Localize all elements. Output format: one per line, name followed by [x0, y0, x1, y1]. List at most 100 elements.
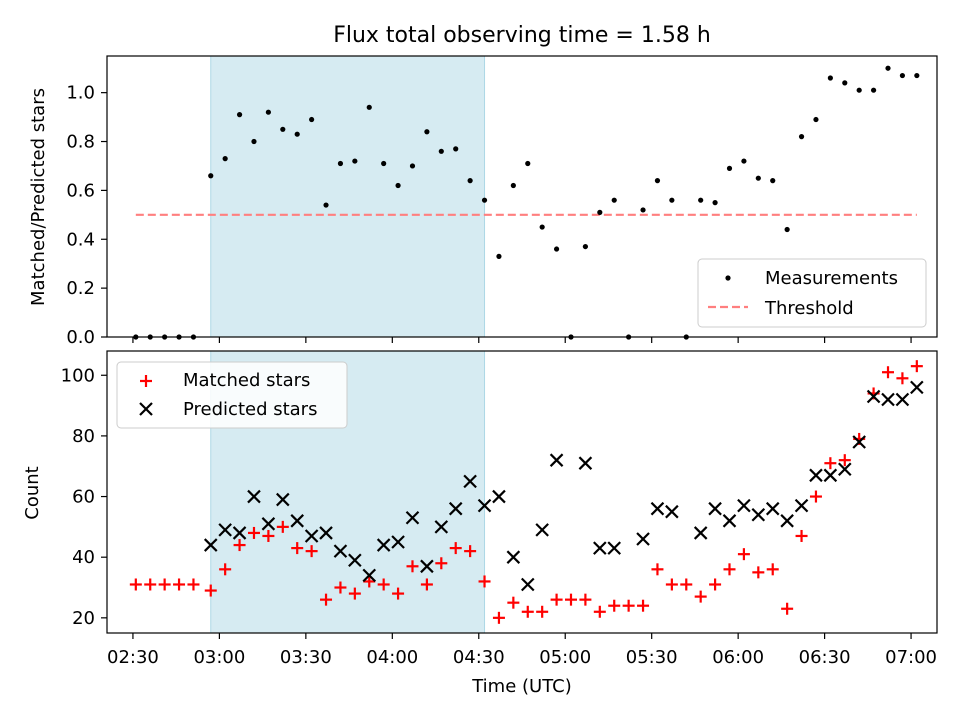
- predicted-star-point: [247, 489, 261, 504]
- measurement-point: [741, 158, 747, 164]
- bottom-x-axis-label: Time (UTC): [471, 676, 572, 697]
- measurement-point: [409, 163, 416, 169]
- bottom-y-tick-label: 40: [72, 547, 95, 568]
- matched-star-point: [723, 563, 736, 576]
- measurement-point: [870, 87, 877, 93]
- matched-star-point: [158, 578, 171, 591]
- predicted-star-point: [780, 514, 794, 528]
- matched-star-point: [795, 529, 808, 542]
- matched-star-point: [838, 454, 851, 467]
- measurement-point: [899, 72, 906, 79]
- matched-star-point: [435, 557, 448, 570]
- measurement-point: [914, 72, 920, 79]
- bottom-legend-box: [116, 361, 348, 429]
- predicted-star-point: [319, 526, 333, 540]
- matched-star-point: [694, 590, 707, 603]
- matched-star-point: [219, 563, 232, 576]
- matched-star-point: [550, 593, 563, 606]
- measurement-point: [395, 182, 401, 189]
- measurement-point: [698, 197, 704, 203]
- predicted-star-point: [448, 501, 463, 516]
- matched-star-point: [622, 599, 635, 612]
- predicted-star-point: [794, 498, 809, 513]
- matched-star-point: [536, 605, 549, 618]
- measurement-point: [755, 175, 761, 181]
- top-y-tick-label: 0.8: [66, 132, 95, 153]
- bottom-x-ticks-layer: 02:30 03:00 03:30 04:00 04:30 05:00 05:30 06:00…: [107, 633, 937, 668]
- predicted-star-point: [809, 468, 823, 483]
- predicted-star-point: [737, 498, 751, 513]
- measurement-point: [798, 134, 805, 140]
- x-tick-label: 04:00: [366, 647, 418, 668]
- matched-star-point: [420, 578, 433, 591]
- measurement-point: [597, 209, 603, 215]
- matched-star-point: [882, 366, 895, 379]
- bottom-legend: Matched stars Predicted stars: [116, 361, 348, 429]
- matched-star-point: [334, 581, 347, 594]
- matched-star-point: [276, 520, 289, 533]
- predicted-star-point: [348, 553, 362, 568]
- predicted-star-point: [290, 514, 304, 528]
- predicted-star-point: [463, 474, 477, 489]
- predicted-star-point: [852, 435, 866, 449]
- measurement-point: [323, 202, 329, 208]
- bottom-y-tick-label: 20: [72, 608, 95, 629]
- matched-star-point: [204, 584, 217, 597]
- bottom-y-tick-label: 80: [72, 426, 95, 447]
- matched-star-point: [752, 566, 765, 579]
- matched-star-point: [377, 578, 390, 591]
- predicted-star-point: [751, 507, 766, 522]
- measurement-points-layer: [133, 65, 920, 340]
- matched-star-point: [247, 526, 260, 539]
- matched-star-point: [564, 593, 577, 606]
- top-y-ticks-layer: 0.0 0.2 0.4 0.6 0.8 1.0: [66, 83, 107, 348]
- matched-star-point: [521, 605, 534, 618]
- matched-star-point: [348, 587, 361, 600]
- matched-star-point: [507, 596, 520, 609]
- predicted-star-point: [881, 392, 895, 407]
- matched-star-point: [492, 611, 505, 624]
- measurement-point: [611, 197, 617, 203]
- legend-predicted-marker: [139, 402, 153, 416]
- bottom-plot-frame: [106, 350, 938, 634]
- matched-star-point: [824, 457, 837, 470]
- measurement-point: [208, 173, 214, 179]
- matched-star-point: [449, 542, 462, 555]
- top-y-axis-label: Matched/Predicted stars: [28, 88, 49, 306]
- measurement-point: [294, 131, 300, 137]
- predicted-star-point: [434, 520, 449, 534]
- legend-predicted-label: Predicted stars: [183, 399, 317, 420]
- legend-measurements-marker: [725, 275, 731, 281]
- top-panel: Flux total observing time = 1.58 h Match…: [28, 23, 938, 348]
- matched-star-point: [478, 575, 491, 588]
- legend-matched-label: Matched stars: [183, 370, 310, 391]
- matched-star-point: [187, 578, 200, 591]
- predicted-star-point: [261, 517, 276, 531]
- x-tick-label: 04:30: [453, 647, 505, 668]
- matched-star-point: [709, 578, 722, 591]
- measurement-point: [726, 165, 733, 171]
- measurement-point: [366, 104, 372, 110]
- top-chart-title: Flux total observing time = 1.58 h: [333, 23, 711, 48]
- measurement-point: [669, 197, 675, 203]
- top-legend-box: [697, 258, 927, 328]
- x-tick-label: 03:30: [280, 647, 332, 668]
- x-tick-label: 03:00: [193, 647, 245, 668]
- matched-star-point: [781, 602, 794, 615]
- top-y-tick-label: 0.2: [66, 278, 95, 299]
- measurement-point: [309, 116, 315, 123]
- matched-star-point: [262, 529, 275, 542]
- measurement-point: [236, 112, 243, 118]
- measurement-point: [770, 178, 776, 184]
- measurement-point: [424, 129, 430, 135]
- matched-star-point: [579, 593, 592, 606]
- top-shaded-region-layer: [210, 55, 486, 338]
- matched-star-point: [173, 578, 186, 591]
- x-tick-label: 06:30: [799, 647, 851, 668]
- predicted-star-point: [549, 453, 564, 467]
- predicted-star-point: [722, 514, 737, 528]
- measurement-point: [784, 226, 790, 233]
- predicted-star-point: [405, 510, 420, 525]
- matched-star-point: [320, 593, 333, 606]
